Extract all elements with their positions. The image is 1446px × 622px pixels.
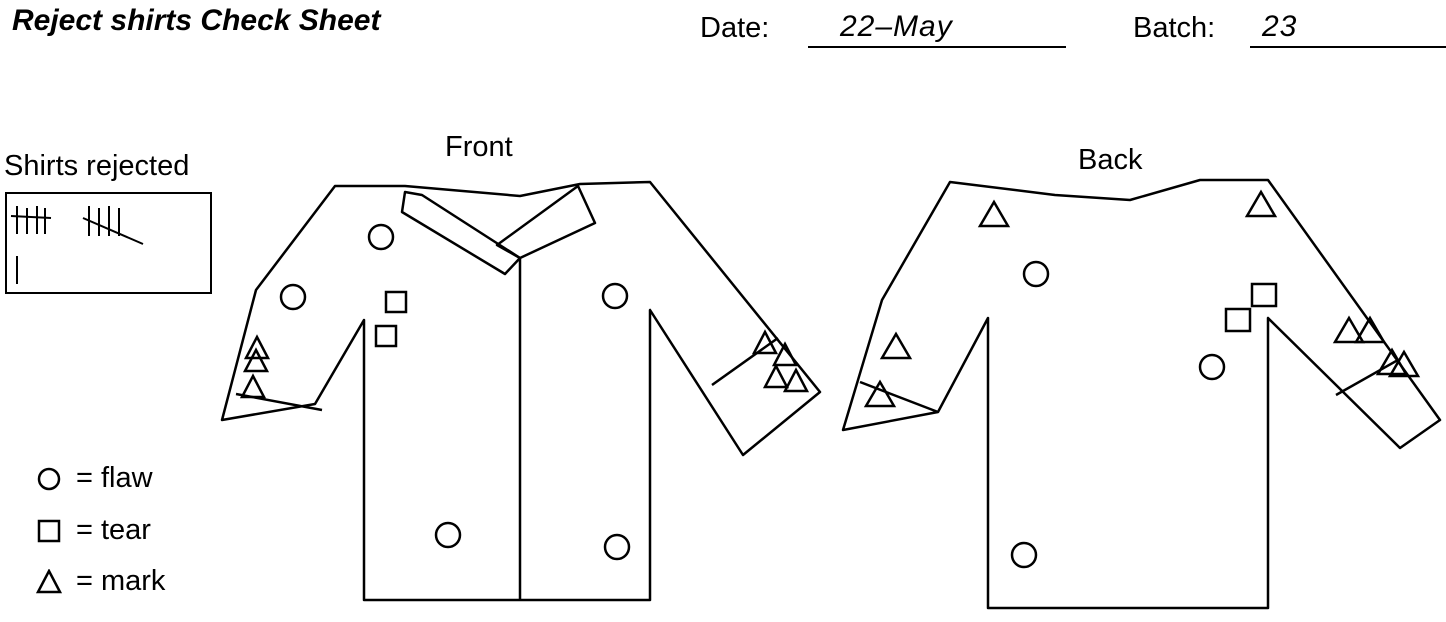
back-mark-triangle — [1244, 189, 1278, 218]
front-flaw-mark — [603, 533, 631, 561]
tally-marks — [10, 206, 144, 284]
back-mark-triangle — [1387, 349, 1421, 378]
legend-tear: = tear — [36, 514, 151, 547]
front-tear-mark — [384, 290, 408, 314]
front-mark-triangle — [242, 347, 270, 373]
legend-mark-text: = mark — [76, 565, 166, 597]
front-mark-triangle — [762, 363, 790, 389]
back-mark-triangle — [1332, 315, 1366, 344]
back-flaw-mark — [1198, 353, 1226, 381]
square-icon — [37, 519, 61, 542]
front-flaw-mark — [434, 521, 462, 549]
front-label: Front — [445, 131, 513, 163]
front-collar-right — [495, 184, 597, 260]
legend-flaw-text: = flaw — [76, 462, 153, 494]
back-tear-mark — [1224, 307, 1252, 333]
legend-tear-text: = tear — [76, 514, 151, 546]
batch-label: Batch: — [1133, 12, 1216, 44]
back-left-cuff-line — [859, 380, 939, 414]
front-tear-mark — [374, 324, 398, 348]
front-flaw-mark — [279, 283, 307, 311]
date-label: Date: — [700, 12, 770, 44]
front-mark-triangle — [243, 334, 271, 360]
front-collar-left — [400, 190, 522, 276]
back-mark-triangle — [1353, 315, 1387, 344]
back-flaw-mark — [1010, 541, 1038, 569]
date-underline — [808, 46, 1066, 48]
sheet-title: Reject shirts Check Sheet — [12, 4, 381, 37]
front-mark-triangle — [239, 373, 267, 399]
date-value: 22–May — [840, 10, 953, 43]
front-flaw-mark — [367, 223, 395, 251]
back-flaw-mark — [1022, 260, 1050, 288]
back-mark-triangle — [879, 331, 913, 360]
back-tear-mark — [1250, 282, 1278, 308]
back-mark-triangle — [977, 199, 1011, 228]
front-mark-triangle — [751, 329, 779, 355]
legend-flaw: = flaw — [36, 462, 153, 495]
shirts-rejected-label: Shirts rejected — [4, 150, 190, 182]
front-flaw-mark — [601, 282, 629, 310]
back-mark-triangle — [863, 379, 897, 408]
batch-underline — [1250, 46, 1446, 48]
triangle-icon — [36, 568, 62, 593]
front-mark-triangle — [771, 341, 799, 367]
front-shirt-outline — [220, 180, 822, 602]
legend-mark: = mark — [36, 565, 165, 598]
back-label: Back — [1078, 144, 1143, 176]
circle-icon — [37, 467, 61, 490]
tally-box — [5, 192, 212, 294]
batch-value: 23 — [1262, 10, 1298, 43]
back-right-cuff-line — [1335, 358, 1399, 397]
back-shirt-outline — [841, 178, 1442, 610]
front-mark-triangle — [782, 367, 810, 393]
front-right-cuff-line — [711, 336, 779, 387]
